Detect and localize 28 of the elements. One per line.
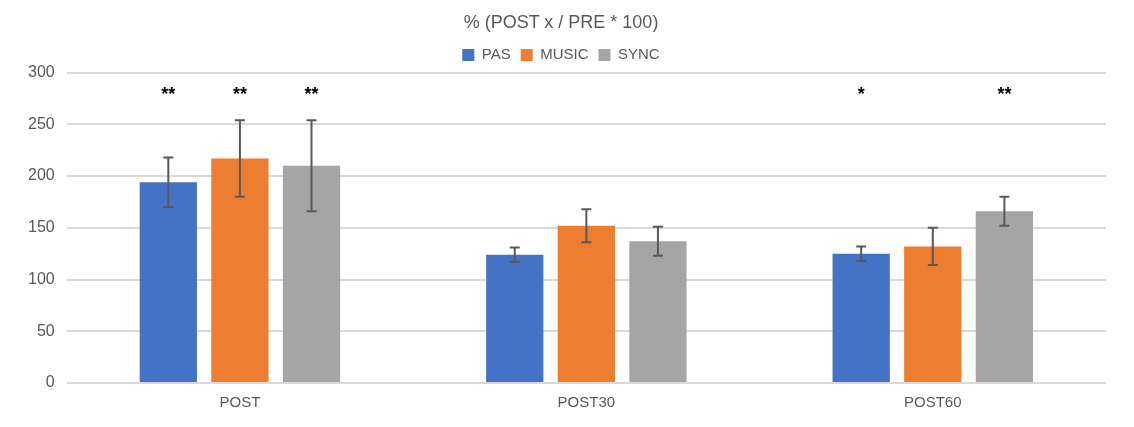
x-tick-label: POST30 (557, 393, 616, 411)
y-tick-label: 50 (36, 321, 55, 339)
bar (139, 182, 197, 382)
legend-label: SYNC (618, 45, 660, 63)
bar (904, 246, 962, 382)
y-tick-label: 0 (45, 373, 55, 391)
bar (832, 253, 890, 382)
bar (211, 158, 269, 382)
annotation: ** (304, 83, 319, 104)
bar (282, 165, 341, 382)
y-tick-label: 250 (27, 114, 55, 132)
annotation: ** (161, 83, 176, 104)
bar (975, 211, 1034, 382)
y-tick-label: 300 (27, 63, 55, 81)
annotation: ** (232, 83, 247, 104)
y-tick-label: 100 (27, 269, 55, 287)
y-tick-label: 200 (27, 166, 55, 184)
chart-title: % (POST x / PRE * 100) (463, 11, 659, 32)
y-tick-label: 150 (27, 218, 55, 236)
legend-label: MUSIC (540, 45, 589, 63)
legend-label: PAS (481, 45, 511, 63)
bar (557, 225, 615, 382)
bar (629, 241, 687, 382)
bar (486, 254, 544, 382)
x-tick-label: POST60 (904, 393, 962, 411)
annotation: ** (997, 83, 1012, 104)
annotation: * (857, 83, 865, 104)
x-tick-label: POST (219, 393, 261, 411)
